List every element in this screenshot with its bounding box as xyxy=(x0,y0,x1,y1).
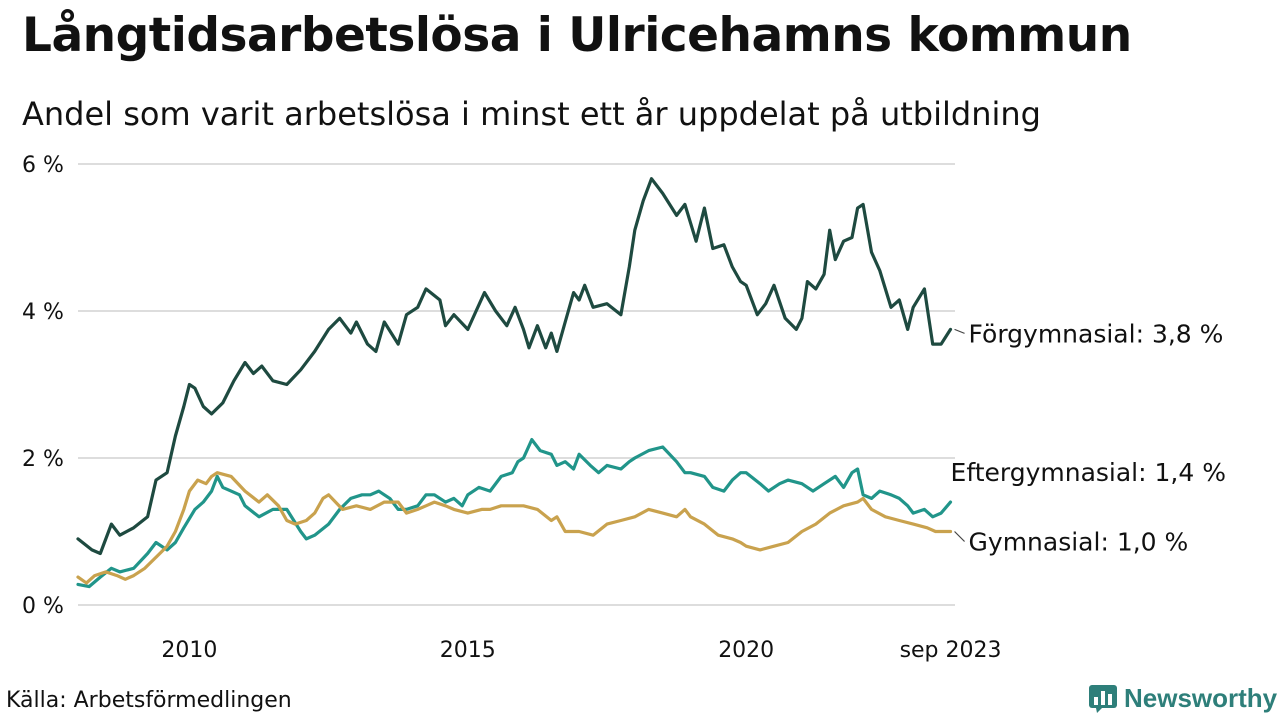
series-end-label: Gymnasial: 1,0 % xyxy=(969,528,1189,557)
series-line-eftergymnasial xyxy=(76,438,953,589)
x-tick-label: 2020 xyxy=(718,638,774,663)
x-tick-label: sep 2023 xyxy=(900,638,1002,663)
brand-name: Newsworthy xyxy=(1124,683,1278,713)
chart-title: Långtidsarbetslösa i Ulricehamns kommun xyxy=(22,8,1132,63)
x-tick-label: 2015 xyxy=(440,638,496,663)
source-note: Källa: Arbetsförmedlingen xyxy=(6,688,292,713)
y-tick-label: 0 % xyxy=(22,594,64,619)
y-tick-label: 4 % xyxy=(22,300,64,325)
series-end-label: Förgymnasial: 3,8 % xyxy=(969,319,1224,348)
label-leader-line xyxy=(954,531,965,542)
series-end-label: Eftergymnasial: 1,4 % xyxy=(951,458,1226,487)
x-tick-label: 2010 xyxy=(161,638,217,663)
chart-subtitle: Andel som varit arbetslösa i minst ett å… xyxy=(22,95,1041,133)
series-line-förgymnasial xyxy=(76,177,953,556)
y-tick-label: 6 % xyxy=(22,153,64,178)
y-tick-label: 2 % xyxy=(22,447,64,472)
brand-logo: Newsworthy xyxy=(1088,683,1277,714)
label-leader-line xyxy=(954,328,965,334)
bar-chart-logo-icon xyxy=(1089,684,1117,713)
series-line-gymnasial xyxy=(76,471,953,585)
